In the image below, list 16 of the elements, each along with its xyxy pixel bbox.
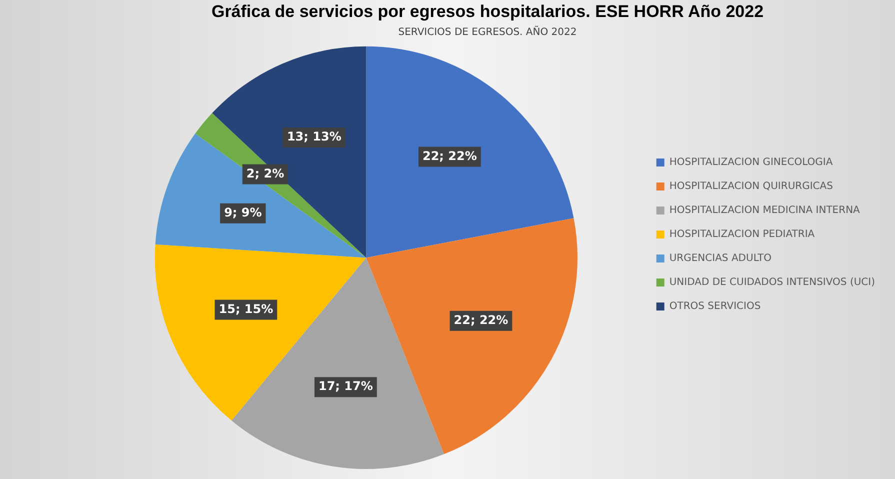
- data-label: 13; 13%: [286, 130, 342, 144]
- data-label: 17; 17%: [318, 379, 373, 394]
- legend-label: HOSPITALIZACION QUIRURGICAS: [669, 181, 833, 192]
- legend-label: HOSPITALIZACION GINECOLOGIA: [669, 157, 833, 168]
- legend-label: HOSPITALIZACION MEDICINA INTERNA: [669, 205, 860, 216]
- legend-label: UNIDAD DE CUIDADOS INTENSIVOS (UCI): [669, 277, 876, 288]
- legend-label: URGENCIAS ADULTO: [669, 253, 772, 264]
- data-label: 2; 2%: [246, 166, 284, 180]
- legend-label: HOSPITALIZACION PEDIATRIA: [669, 229, 815, 240]
- chart-subtitle: SERVICIOS DE EGRESOS. AÑO 2022: [398, 24, 577, 38]
- chart-title: Gráfica de servicios por egresos hospitalarios. ESE HORR Año 2022: [211, 2, 764, 21]
- data-label: 22; 22%: [422, 148, 477, 163]
- legend-label: OTROS SERVICIOS: [669, 301, 761, 312]
- data-label: 15; 15%: [218, 302, 274, 316]
- data-label: 22; 22%: [454, 312, 508, 327]
- data-label: 9; 9%: [224, 205, 262, 220]
